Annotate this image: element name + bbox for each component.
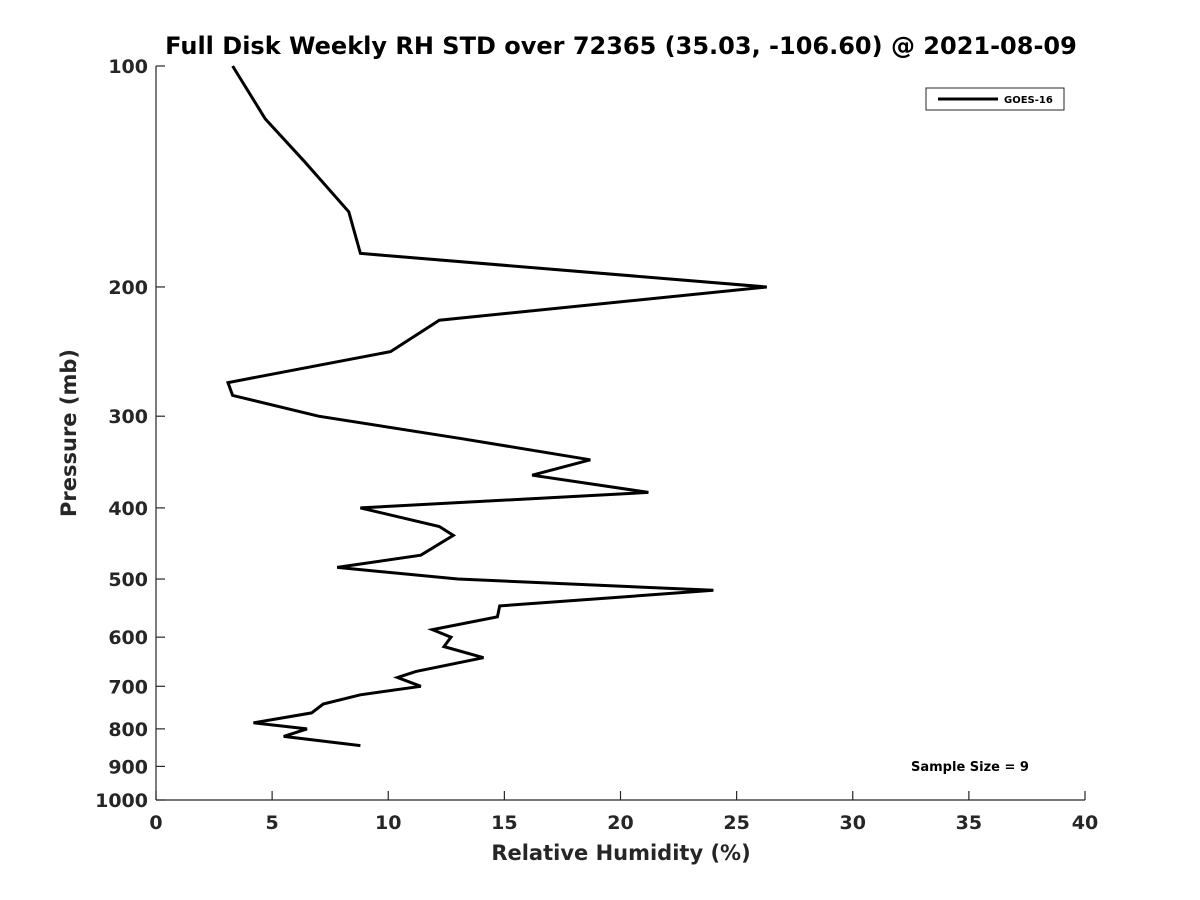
- x-tick-label: 5: [266, 812, 279, 834]
- x-axis-label: Relative Humidity (%): [491, 841, 750, 865]
- y-axis-label: Pressure (mb): [57, 349, 81, 517]
- sample-size-annotation: Sample Size = 9: [911, 760, 1029, 775]
- y-tick-label: 100: [108, 56, 148, 78]
- y-tick-label: 1000: [95, 790, 148, 812]
- y-axis-ticks: 100 200 300 400 500 600 700 800 900 1000: [95, 56, 165, 812]
- x-tick-label: 20: [607, 812, 633, 834]
- y-tick-label: 200: [108, 277, 148, 299]
- chart-title: Full Disk Weekly RH STD over 72365 (35.0…: [165, 32, 1077, 60]
- legend-label-goes-16: GOES-16: [1004, 95, 1053, 106]
- legend: GOES-16: [925, 87, 1065, 111]
- y-tick-label: 700: [108, 676, 148, 698]
- x-tick-label: 35: [956, 812, 982, 834]
- x-tick-label: 40: [1072, 812, 1098, 834]
- y-tick-label: 400: [108, 498, 148, 520]
- x-tick-label: 10: [375, 812, 401, 834]
- series-line-goes-16: [225, 65, 767, 748]
- y-tick-label: 900: [108, 756, 148, 778]
- x-axis-ticks: 0 5 10 15 20 25 30 35 40: [149, 791, 1098, 834]
- x-tick-label: 15: [491, 812, 517, 834]
- x-tick-label: 25: [723, 812, 749, 834]
- x-tick-label: 0: [149, 812, 162, 834]
- y-tick-label: 800: [108, 719, 148, 741]
- x-tick-label: 30: [840, 812, 866, 834]
- y-tick-label: 300: [108, 406, 148, 428]
- y-tick-label: 500: [108, 569, 148, 591]
- y-tick-label: 600: [108, 627, 148, 649]
